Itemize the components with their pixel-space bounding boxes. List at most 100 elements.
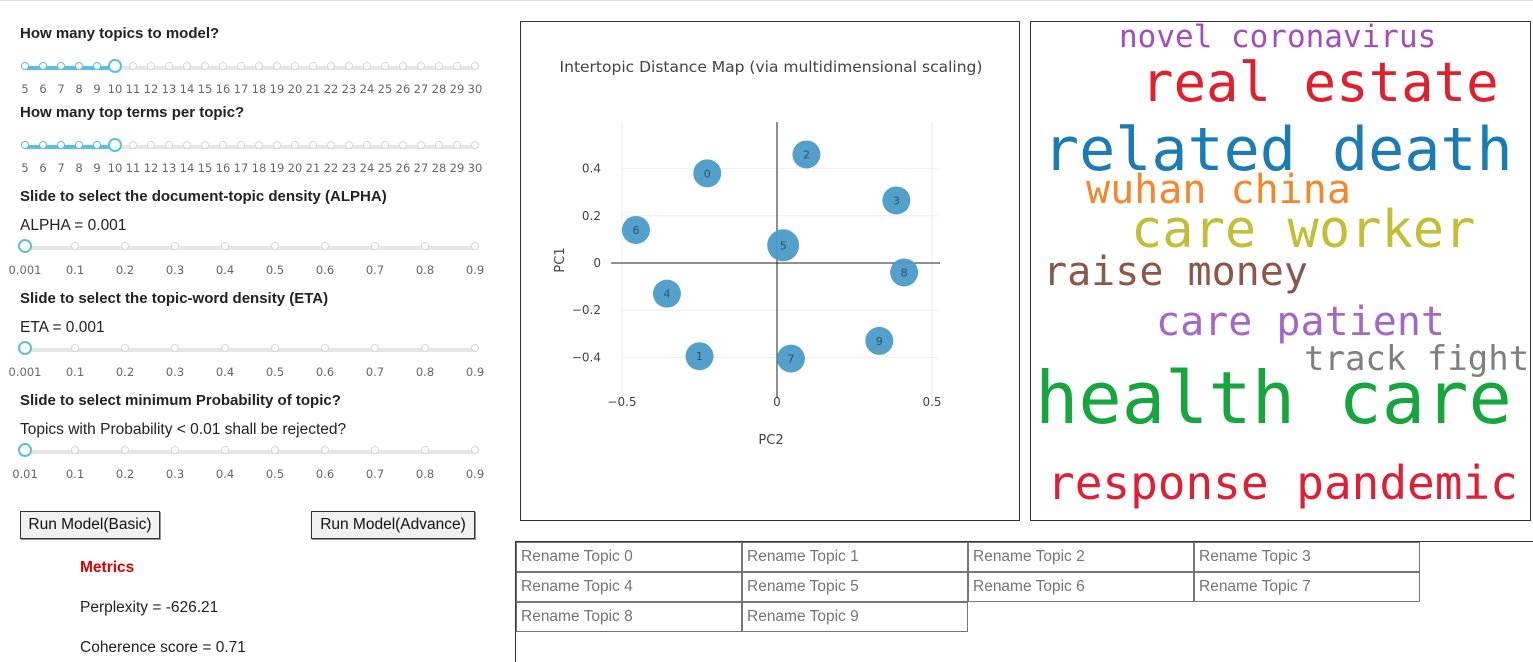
slider-step-dot[interactable] <box>417 62 425 70</box>
slider-step-dot[interactable] <box>147 141 155 149</box>
slider-step-dot[interactable] <box>255 62 263 70</box>
slider-step-dot[interactable] <box>221 344 229 352</box>
slider-step-dot[interactable] <box>121 344 129 352</box>
slider-step-dot[interactable] <box>321 344 329 352</box>
top-terms-slider[interactable] <box>21 137 479 157</box>
slider-step-dot[interactable] <box>471 62 479 70</box>
slider-step-dot[interactable] <box>71 344 79 352</box>
slider-step-dot[interactable] <box>371 446 379 454</box>
slider-step-dot[interactable] <box>183 62 191 70</box>
min-probability-slider[interactable] <box>18 442 479 462</box>
alpha-slider[interactable] <box>18 238 479 258</box>
slider-step-dot[interactable] <box>471 242 479 250</box>
slider-step-dot[interactable] <box>363 141 371 149</box>
rename-topic-0-input[interactable] <box>516 542 742 572</box>
slider-step-dot[interactable] <box>201 141 209 149</box>
rename-topic-9-input[interactable] <box>742 602 968 632</box>
slider-step-dot[interactable] <box>271 446 279 454</box>
slider-step-dot[interactable] <box>147 62 155 70</box>
slider-handle[interactable] <box>108 138 122 152</box>
slider-step-dot[interactable] <box>171 242 179 250</box>
rename-topic-8-input[interactable] <box>516 602 742 632</box>
slider-step-dot[interactable] <box>237 62 245 70</box>
slider-step-dot[interactable] <box>271 242 279 250</box>
slider-step-dot[interactable] <box>221 242 229 250</box>
slider-step-dot[interactable] <box>57 62 65 70</box>
slider-step-dot[interactable] <box>435 62 443 70</box>
slider-step-dot[interactable] <box>21 141 29 149</box>
slider-step-dot[interactable] <box>453 141 461 149</box>
slider-step-dot[interactable] <box>75 62 83 70</box>
run-model-advance-button[interactable]: Run Model(Advance) <box>311 511 475 539</box>
slider-handle[interactable] <box>18 443 32 457</box>
slider-step-dot[interactable] <box>183 141 191 149</box>
slider-step-dot[interactable] <box>57 141 65 149</box>
slider-step-dot[interactable] <box>255 141 263 149</box>
slider-step-dot[interactable] <box>309 141 317 149</box>
slider-step-dot[interactable] <box>417 141 425 149</box>
slider-step-dot[interactable] <box>421 446 429 454</box>
slider-step-dot[interactable] <box>21 62 29 70</box>
slider-step-dot[interactable] <box>165 62 173 70</box>
slider-step-dot[interactable] <box>321 446 329 454</box>
slider-step-dot[interactable] <box>381 141 389 149</box>
slider-step-dot[interactable] <box>129 141 137 149</box>
slider-step-dot[interactable] <box>201 62 209 70</box>
slider-step-dot[interactable] <box>345 141 353 149</box>
slider-step-dot[interactable] <box>471 446 479 454</box>
slider-step-dot[interactable] <box>221 446 229 454</box>
slider-step-dot[interactable] <box>75 141 83 149</box>
slider-step-dot[interactable] <box>237 141 245 149</box>
slider-step-dot[interactable] <box>327 141 335 149</box>
rename-topic-4-input[interactable] <box>516 572 742 602</box>
slider-step-dot[interactable] <box>121 242 129 250</box>
slider-step-dot[interactable] <box>291 62 299 70</box>
eta-slider[interactable] <box>18 340 479 360</box>
slider-step-dot[interactable] <box>271 344 279 352</box>
slider-step-dot[interactable] <box>321 242 329 250</box>
slider-step-dot[interactable] <box>471 141 479 149</box>
rename-topic-2-input[interactable] <box>968 542 1194 572</box>
run-model-basic-button[interactable]: Run Model(Basic) <box>20 511 160 539</box>
slider-step-dot[interactable] <box>39 141 47 149</box>
slider-step-dot[interactable] <box>399 62 407 70</box>
slider-handle[interactable] <box>18 341 32 355</box>
slider-step-dot[interactable] <box>399 141 407 149</box>
slider-step-dot[interactable] <box>363 62 371 70</box>
rename-topic-7-input[interactable] <box>1194 572 1420 602</box>
slider-step-dot[interactable] <box>219 62 227 70</box>
rename-topic-5-input[interactable] <box>742 572 968 602</box>
slider-handle[interactable] <box>18 239 32 253</box>
slider-step-dot[interactable] <box>371 344 379 352</box>
slider-step-dot[interactable] <box>93 62 101 70</box>
slider-handle[interactable] <box>108 59 122 73</box>
topics-count-slider[interactable] <box>21 58 479 78</box>
slider-step-dot[interactable] <box>39 62 47 70</box>
slider-step-dot[interactable] <box>93 141 101 149</box>
slider-step-dot[interactable] <box>165 141 173 149</box>
slider-step-dot[interactable] <box>371 242 379 250</box>
slider-step-dot[interactable] <box>71 242 79 250</box>
slider-step-dot[interactable] <box>273 141 281 149</box>
slider-step-dot[interactable] <box>421 344 429 352</box>
slider-step-dot[interactable] <box>71 446 79 454</box>
rename-topic-6-input[interactable] <box>968 572 1194 602</box>
slider-step-dot[interactable] <box>381 62 389 70</box>
slider-step-dot[interactable] <box>309 62 317 70</box>
slider-step-dot[interactable] <box>219 141 227 149</box>
slider-step-dot[interactable] <box>327 62 335 70</box>
slider-step-dot[interactable] <box>291 141 299 149</box>
slider-step-dot[interactable] <box>345 62 353 70</box>
slider-step-dot[interactable] <box>453 62 461 70</box>
slider-step-dot[interactable] <box>273 62 281 70</box>
slider-step-dot[interactable] <box>435 141 443 149</box>
slider-step-dot[interactable] <box>121 446 129 454</box>
slider-step-dot[interactable] <box>129 62 137 70</box>
slider-step-dot[interactable] <box>171 344 179 352</box>
slider-step-dot[interactable] <box>171 446 179 454</box>
slider-step-dot[interactable] <box>421 242 429 250</box>
rename-topic-3-input[interactable] <box>1194 542 1420 572</box>
rename-topic-1-input[interactable] <box>742 542 968 572</box>
top-terms-label: How many top terms per topic? <box>20 104 245 121</box>
slider-step-dot[interactable] <box>471 344 479 352</box>
